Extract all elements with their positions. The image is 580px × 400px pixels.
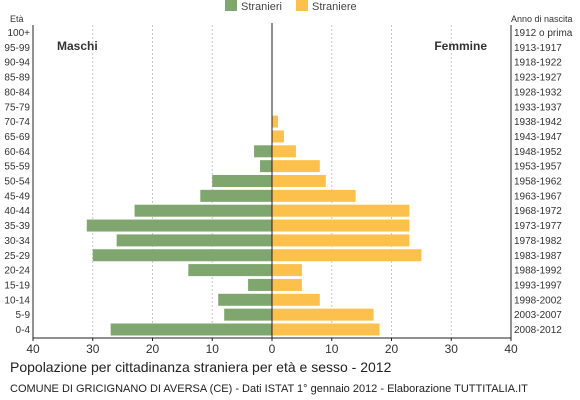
bar-femmine-30-34 [272, 234, 410, 247]
bar-femmine-40-44 [272, 204, 410, 217]
age-label: 90-94 [4, 58, 30, 69]
age-label: 50-54 [4, 177, 30, 188]
birth-year-label: 1968-1972 [514, 206, 562, 217]
male-bars [86, 145, 273, 336]
x-tick-label: 20 [385, 342, 399, 356]
bar-femmine-60-64 [272, 145, 296, 158]
birth-year-label: 1933-1937 [514, 102, 562, 113]
bar-maschi-30-34 [116, 234, 273, 247]
bar-femmine-15-19 [272, 278, 302, 291]
legend: Stranieri Straniere [225, 0, 357, 13]
bar-femmine-70-74 [272, 115, 278, 128]
left-axis-title: Età [10, 14, 24, 24]
age-label: 25-29 [4, 251, 30, 262]
age-label: 10-14 [4, 295, 30, 306]
age-label: 75-79 [4, 102, 30, 113]
birth-year-label: 1953-1957 [514, 162, 562, 173]
age-label: 100+ [7, 28, 30, 39]
grid-lines [32, 25, 512, 338]
age-label: 35-39 [4, 221, 30, 232]
age-label: 65-69 [4, 132, 30, 143]
legend-swatch-stranieri [225, 0, 237, 11]
bar-femmine-0-4 [272, 323, 380, 336]
bar-femmine-5-9 [272, 308, 374, 321]
bar-maschi-25-29 [92, 249, 272, 262]
bar-femmine-65-69 [272, 130, 284, 143]
birth-year-label: 1948-1952 [514, 147, 562, 158]
right-axis-title: Anno di nascita [511, 14, 573, 24]
x-tick-label: 20 [146, 342, 160, 356]
age-label: 80-84 [4, 87, 30, 98]
bar-maschi-35-39 [86, 219, 273, 232]
chart-source: COMUNE DI GRICIGNANO DI AVERSA (CE) - Da… [10, 383, 528, 395]
age-label: 0-4 [16, 325, 31, 336]
x-tick-label: 0 [269, 342, 276, 356]
age-label: 85-89 [4, 73, 30, 84]
chart-title: Popolazione per cittadinanza straniera p… [10, 359, 392, 375]
x-tick-label: 40 [26, 342, 40, 356]
birth-year-label: 1993-1997 [514, 280, 562, 291]
birth-year-label: 1963-1967 [514, 191, 562, 202]
age-label: 95-99 [4, 43, 30, 54]
birth-year-label: 2003-2007 [514, 310, 562, 321]
x-tick-label: 40 [504, 342, 518, 356]
birth-year-label: 1943-1947 [514, 132, 562, 143]
bar-femmine-20-24 [272, 264, 302, 277]
age-label: 5-9 [16, 310, 31, 321]
bar-femmine-10-14 [272, 293, 320, 306]
age-label: 70-74 [4, 117, 30, 128]
x-tick-label: 10 [325, 342, 339, 356]
birth-year-label: 1958-1962 [514, 177, 562, 188]
bar-maschi-20-24 [188, 264, 272, 277]
group-label-femmine: Femmine [434, 39, 487, 53]
birth-year-label: 1988-1992 [514, 266, 562, 277]
age-label: 20-24 [4, 266, 30, 277]
legend-label-straniere: Straniere [312, 1, 357, 13]
birth-year-label: 1928-1932 [514, 87, 562, 98]
bar-maschi-55-59 [260, 160, 272, 173]
bar-femmine-25-29 [272, 249, 422, 262]
bar-maschi-45-49 [200, 189, 272, 202]
bar-maschi-40-44 [134, 204, 272, 217]
birth-year-label: 1918-1922 [514, 58, 562, 69]
x-tick-label: 10 [206, 342, 220, 356]
birth-year-label: 1973-1977 [514, 221, 562, 232]
bar-maschi-60-64 [254, 145, 272, 158]
bar-maschi-10-14 [218, 293, 272, 306]
bar-femmine-50-54 [272, 175, 326, 187]
age-label: 30-34 [4, 236, 30, 247]
birth-year-label: 1938-1942 [514, 117, 562, 128]
birth-year-label: 1983-1987 [514, 251, 562, 262]
birth-year-label: 2008-2012 [514, 325, 562, 336]
bar-maschi-0-4 [110, 323, 272, 336]
bar-maschi-15-19 [248, 278, 272, 291]
group-label-maschi: Maschi [57, 39, 98, 53]
bar-maschi-50-54 [212, 175, 272, 187]
age-label: 15-19 [4, 280, 30, 291]
bar-femmine-55-59 [272, 160, 320, 173]
birth-year-label: 1923-1927 [514, 73, 562, 84]
age-label: 45-49 [4, 191, 30, 202]
bar-femmine-45-49 [272, 189, 356, 202]
bar-femmine-35-39 [272, 219, 410, 232]
birth-year-label: 1912 o prima [514, 28, 573, 39]
age-label: 40-44 [4, 206, 30, 217]
x-tick-label: 30 [86, 342, 100, 356]
axes [32, 23, 512, 341]
birth-year-label: 1998-2002 [514, 295, 562, 306]
axis-labels: 100+ 1912 o prima 95-99 1913-1917 90-94 1918-… [4, 14, 572, 356]
legend-label-stranieri: Stranieri [241, 1, 282, 13]
x-tick-label: 30 [445, 342, 459, 356]
age-label: 55-59 [4, 162, 30, 173]
age-label: 60-64 [4, 147, 30, 158]
birth-year-label: 1913-1917 [514, 43, 562, 54]
legend-swatch-straniere [296, 0, 308, 11]
female-bars [272, 115, 422, 336]
birth-year-label: 1978-1982 [514, 236, 562, 247]
bar-maschi-5-9 [224, 308, 272, 321]
